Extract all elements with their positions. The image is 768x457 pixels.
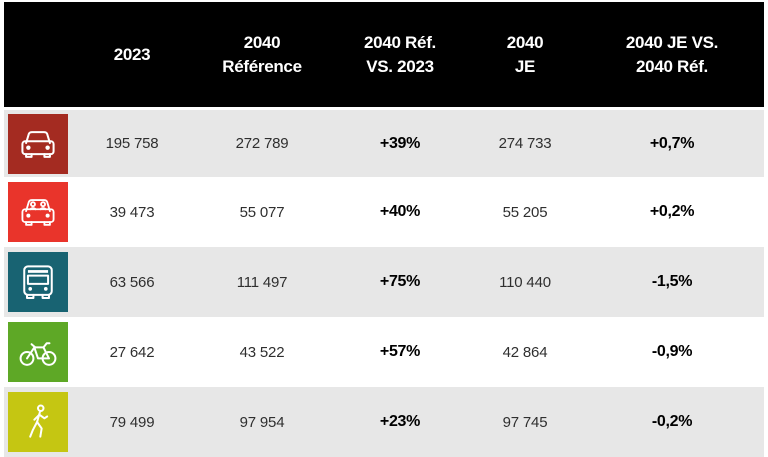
cell-value: 55 077 <box>239 203 285 221</box>
table-row-carpool: 39 473 55 077 +40% 55 205 +0,2% <box>4 177 764 247</box>
column-header-2040-reference: 2040 Référence <box>194 31 330 79</box>
cell-value: 39 473 <box>109 203 155 221</box>
cell-percent: +0,2% <box>649 203 695 220</box>
column-header-line: 2040 Réf. <box>636 56 708 76</box>
column-header-line: 2040 <box>506 32 544 52</box>
cell-percent: -0,2% <box>651 413 693 430</box>
carpool-icon <box>8 182 68 242</box>
cell-percent: +23% <box>379 413 421 430</box>
column-header-2040ref-vs-2023: 2040 Réf. VS. 2023 <box>330 31 470 79</box>
bike-icon <box>8 322 68 382</box>
cell-percent: +0,7% <box>649 134 695 152</box>
column-header-line: 2023 <box>113 44 151 64</box>
pedestrian-icon <box>8 392 68 452</box>
cell-value: 55 205 <box>502 203 548 221</box>
cell-value: 111 497 <box>236 273 288 291</box>
column-header-line: Référence <box>222 56 302 76</box>
bus-icon <box>8 252 68 312</box>
table-row-car: 195 758 272 789 +39% 274 733 +0,7% <box>4 110 764 177</box>
table-row-bus: 63 566 111 497 +75% 110 440 -1,5% <box>4 247 764 317</box>
cell-value: 195 758 <box>105 135 159 152</box>
cell-value: 43 522 <box>239 343 285 361</box>
cell-percent: +39% <box>379 134 421 152</box>
cell-value: 274 733 <box>498 135 552 152</box>
cell-value: 272 789 <box>235 135 289 152</box>
car-icon <box>8 113 68 174</box>
cell-value: 42 864 <box>502 343 548 361</box>
cell-value: 79 499 <box>109 413 155 431</box>
table-header-row: 2023 2040 Référence 2040 Réf. VS. 2023 2… <box>4 2 764 107</box>
column-header-2040je-vs-2040ref: 2040 JE VS. 2040 Réf. <box>580 31 764 79</box>
column-header-line: VS. 2023 <box>366 56 434 76</box>
cell-percent: +57% <box>379 343 421 360</box>
column-header-2040-je: 2040 JE <box>470 31 580 79</box>
table-row-bike: 27 642 43 522 +57% 42 864 -0,9% <box>4 317 764 387</box>
column-header-line: 2040 Réf. <box>364 32 436 52</box>
column-header-line: 2040 <box>243 32 281 52</box>
cell-percent: -0,9% <box>651 343 693 360</box>
cell-value: 97 745 <box>502 413 548 431</box>
column-header-2023: 2023 <box>70 43 194 67</box>
cell-percent: +75% <box>379 273 421 290</box>
column-header-line: JE <box>514 56 536 76</box>
cell-percent: +40% <box>379 203 421 220</box>
column-header-line: 2040 JE VS. <box>625 32 719 52</box>
cell-value: 27 642 <box>109 343 155 361</box>
table-row-pedestrian: 79 499 97 954 +23% 97 745 -0,2% <box>4 387 764 457</box>
cell-value: 63 566 <box>109 273 155 291</box>
cell-value: 97 954 <box>239 413 285 431</box>
modal-demand-table: 2023 2040 Référence 2040 Réf. VS. 2023 2… <box>4 0 764 457</box>
cell-value: 110 440 <box>499 273 551 291</box>
cell-percent: -1,5% <box>651 273 693 290</box>
